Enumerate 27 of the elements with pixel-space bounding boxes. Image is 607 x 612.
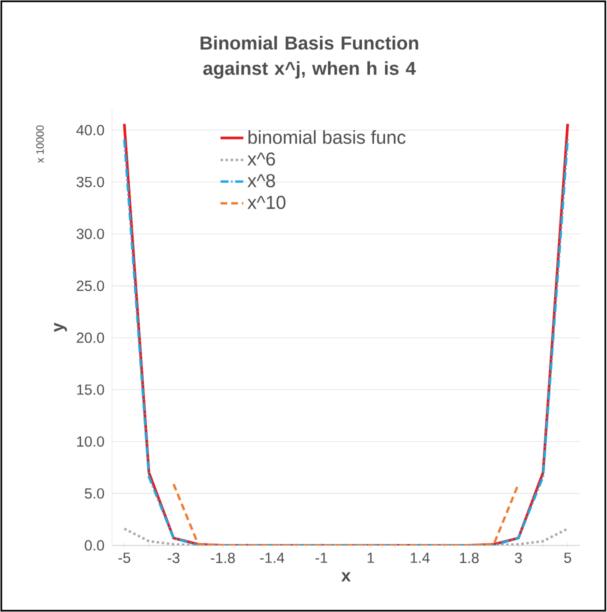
y-tick-label: 20.0 xyxy=(76,332,104,343)
x-tick-label: 5 xyxy=(564,552,572,563)
y-axis-title: y xyxy=(54,322,68,332)
legend-label: x^6 xyxy=(248,152,276,166)
chart-title: Binomial Basis Function against x^j, when h is 4 xyxy=(200,36,418,79)
y-tick-label: 30.0 xyxy=(76,228,104,240)
legend-label: binomial basis func xyxy=(248,130,406,144)
x-tick-label: -1.8 xyxy=(211,552,235,564)
y-tick-label: 5.0 xyxy=(84,488,104,499)
x-tick-label: 3 xyxy=(515,552,522,564)
y-tick-label: 15.0 xyxy=(77,384,104,395)
x-tick-label: -1.4 xyxy=(260,552,284,563)
y-tick-label: 25.0 xyxy=(76,280,104,292)
x-tick-label: -1 xyxy=(316,552,328,563)
text: x 10000 xyxy=(36,125,44,163)
x-axis-title: x xyxy=(341,572,351,582)
x-tick-label: -3 xyxy=(168,552,180,564)
x-tick-label: 1 xyxy=(368,552,374,563)
y-tick-label: 0.0 xyxy=(84,540,104,551)
x-tick-label: 1.4 xyxy=(410,552,430,563)
y-tick-label: 40.0 xyxy=(76,124,104,136)
y-tick-label: 10.0 xyxy=(77,436,104,447)
legend-label: x^8 xyxy=(248,174,276,188)
y-tick-label: 35.0 xyxy=(76,176,104,188)
x-tick-label: -5 xyxy=(118,552,130,563)
x-tick-label: 1.8 xyxy=(460,552,479,564)
legend-label: x^10 xyxy=(248,196,286,210)
